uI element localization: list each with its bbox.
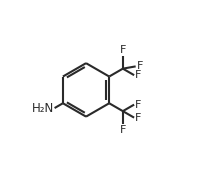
Text: F: F	[135, 100, 141, 110]
Text: F: F	[135, 70, 141, 80]
Text: F: F	[120, 125, 126, 135]
Text: F: F	[120, 44, 126, 54]
Text: H₂N: H₂N	[32, 102, 54, 115]
Text: F: F	[135, 113, 141, 123]
Text: F: F	[136, 61, 143, 71]
